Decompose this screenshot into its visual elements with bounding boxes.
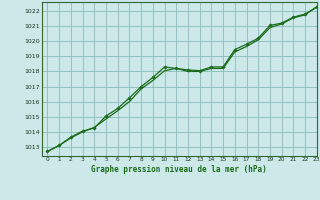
X-axis label: Graphe pression niveau de la mer (hPa): Graphe pression niveau de la mer (hPa) bbox=[91, 165, 267, 174]
